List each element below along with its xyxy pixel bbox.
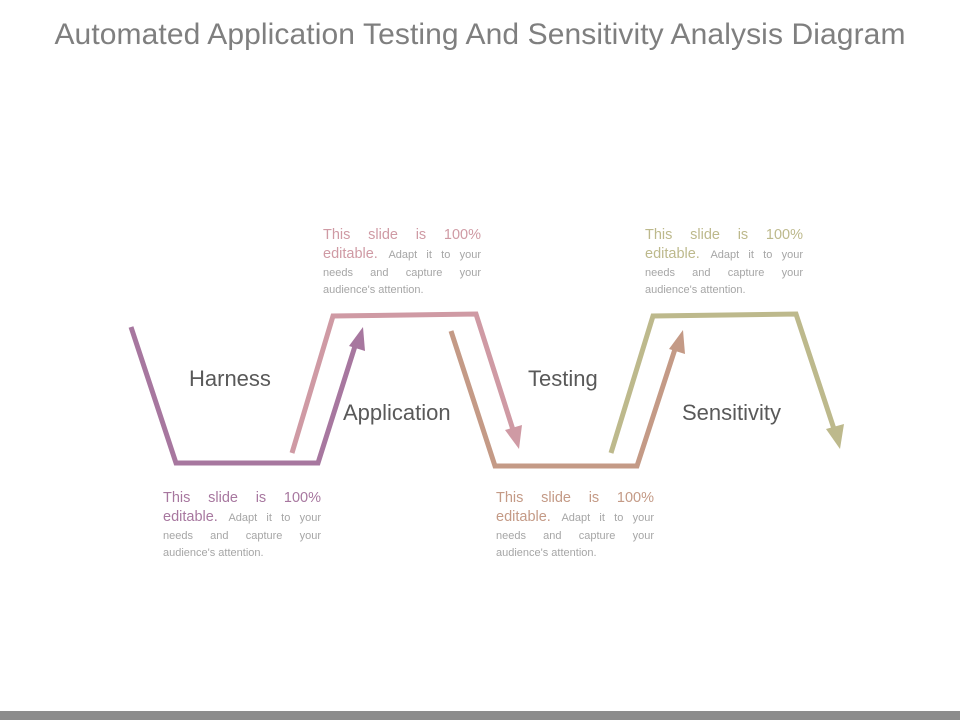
testing-arrow-path — [448, 330, 679, 469]
step-label-application: Application — [343, 400, 451, 425]
sensitivity-arrow-head — [826, 424, 844, 449]
note-body: Adapt it to your needs and capture your … — [645, 249, 803, 296]
bottom-bar — [0, 711, 960, 720]
note-body: Adapt it to your needs and capture your … — [496, 512, 654, 559]
note-lead: This slide is 100% editable. — [323, 227, 481, 262]
note-body: Adapt it to your needs and capture your … — [163, 512, 321, 559]
sensitivity-arrow-path — [608, 311, 838, 454]
application-arrow-path — [289, 311, 517, 454]
note-lead: This slide is 100% editable. — [163, 490, 321, 525]
harness-arrow-path — [128, 326, 359, 466]
note-testing: This slide is 100% editable. Adapt it to… — [496, 489, 654, 561]
note-application: This slide is 100% editable. Adapt it to… — [323, 226, 481, 298]
harness-arrow-head — [349, 327, 365, 351]
note-lead: This slide is 100% editable. — [645, 227, 803, 262]
note-sensitivity: This slide is 100% editable. Adapt it to… — [645, 226, 803, 298]
application-arrow-head — [505, 425, 522, 449]
step-label-testing: Testing — [528, 366, 598, 391]
page-title: Automated Application Testing And Sensit… — [54, 18, 906, 51]
note-lead: This slide is 100% editable. — [496, 490, 654, 525]
note-harness: This slide is 100% editable. Adapt it to… — [163, 489, 321, 561]
step-label-harness: Harness — [189, 366, 271, 391]
testing-arrow-head — [669, 330, 685, 354]
step-label-sensitivity: Sensitivity — [682, 400, 782, 425]
note-body: Adapt it to your needs and capture your … — [323, 249, 481, 296]
